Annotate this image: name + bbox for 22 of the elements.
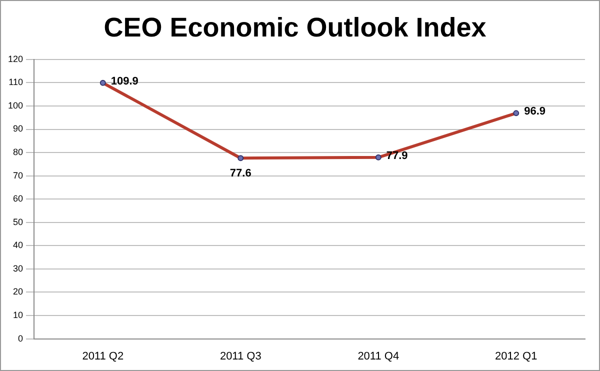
data-label: 96.9 [524, 106, 546, 118]
y-tick-label: 70 [13, 170, 24, 180]
y-tick-label: 110 [8, 77, 24, 88]
y-tick-label: 60 [13, 194, 24, 204]
y-tick-label: 80 [13, 147, 24, 158]
y-tick-label: 100 [8, 100, 24, 110]
x-tick-label: 2011 Q3 [220, 350, 262, 362]
data-label: 109.9 [110, 75, 138, 88]
data-label: 77.6 [230, 168, 252, 180]
y-tick-label: 40 [13, 240, 24, 250]
y-tick-label: 30 [13, 263, 24, 274]
y-tick-label: 0 [18, 333, 24, 344]
y-tick-label: 120 [8, 54, 24, 64]
x-tick-label: 2011 Q2 [82, 350, 124, 362]
y-tick-label: 20 [13, 286, 24, 297]
y-tick-label: 10 [13, 310, 24, 320]
x-tick-label: 2012 Q1 [495, 350, 538, 362]
y-tick-label: 90 [13, 124, 24, 134]
chart-title: CEO Economic Outlook Index [104, 12, 486, 43]
y-tick-label: 50 [13, 216, 24, 227]
data-label: 77.9 [386, 150, 408, 162]
x-tick-label: 2011 Q4 [358, 350, 400, 362]
